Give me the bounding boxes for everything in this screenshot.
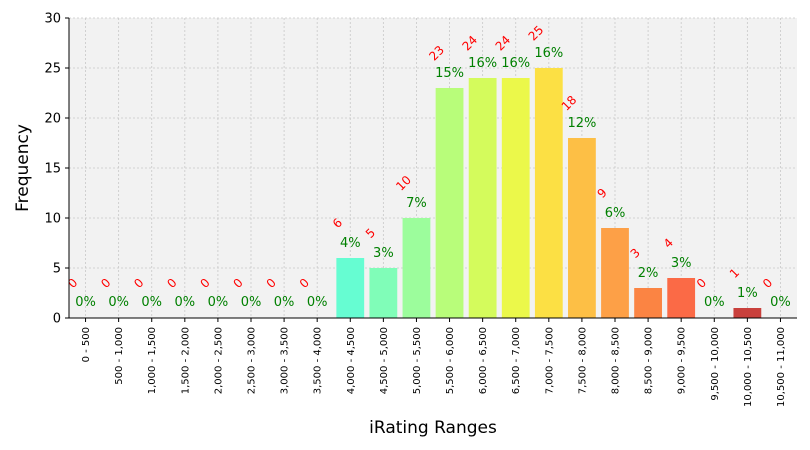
bar-percent-label: 0%	[108, 295, 129, 310]
bar	[435, 88, 464, 318]
bar-percent-label: 0%	[75, 295, 96, 310]
y-tick-label: 10	[44, 212, 61, 227]
x-tick-label: 5,500 - 6,000	[445, 327, 456, 394]
x-tick-label: 7,000 - 7,500	[544, 327, 555, 394]
y-axis-ticks: 0 5 10 15 20 25 30	[44, 12, 69, 327]
y-tick-label: 20	[44, 112, 61, 127]
bar-percent-label: 0%	[241, 295, 262, 310]
bar-percent-label: 0%	[704, 295, 725, 310]
bar	[534, 68, 563, 318]
x-tick-label: 9,500 - 10,000	[710, 327, 721, 401]
x-tick-label: 2,500 - 3,000	[247, 327, 258, 394]
bar-percent-label: 4%	[340, 236, 361, 251]
bar-percent-label: 7%	[406, 196, 427, 211]
bar-percent-label: 0%	[274, 295, 295, 310]
x-tick-label: 10,000 - 10,500	[743, 327, 754, 407]
x-tick-label: 9,000 - 9,500	[677, 327, 688, 394]
x-tick-label: 2,000 - 2,500	[213, 327, 224, 394]
bar-percent-label: 3%	[373, 246, 394, 261]
bar-percent-label: 0%	[175, 295, 196, 310]
x-tick-label: 6,000 - 6,500	[478, 327, 489, 394]
x-axis-title: iRating Ranges	[369, 418, 497, 438]
x-tick-label: 3,500 - 4,000	[313, 327, 324, 394]
bar	[369, 268, 398, 318]
bar-percent-label: 0%	[770, 295, 791, 310]
bar	[733, 308, 762, 318]
bar-percent-label: 1%	[737, 286, 758, 301]
x-tick-label: 10,500 - 11,000	[776, 327, 787, 407]
y-tick-label: 5	[53, 262, 61, 277]
x-tick-label: 0 - 500	[81, 327, 92, 362]
bar	[336, 258, 365, 318]
x-axis-ticks: 0 - 500 500 - 1,000 1,000 - 1,500 1,500 - 2…	[81, 318, 787, 407]
bar	[402, 218, 431, 318]
bar	[601, 228, 629, 318]
x-tick-label: 4,000 - 4,500	[346, 327, 357, 394]
x-tick-label: 8,000 - 8,500	[611, 327, 622, 394]
bar-percent-label: 16%	[468, 56, 497, 71]
bar-percent-label: 16%	[534, 46, 563, 61]
bar	[634, 288, 662, 318]
bar	[468, 78, 497, 318]
bar	[667, 278, 696, 318]
y-tick-label: 25	[44, 62, 61, 77]
x-tick-label: 500 - 1,000	[114, 327, 125, 385]
y-tick-label: 0	[53, 312, 61, 327]
bar-percent-label: 6%	[605, 206, 626, 221]
bar-percent-label: 15%	[435, 66, 464, 81]
x-tick-label: 1,500 - 2,000	[180, 327, 191, 394]
bar	[501, 78, 530, 318]
bar-percent-label: 0%	[208, 295, 229, 310]
y-tick-label: 30	[44, 12, 61, 27]
bar	[568, 138, 596, 318]
bars	[336, 68, 762, 318]
x-tick-label: 8,500 - 9,000	[644, 327, 655, 394]
x-tick-label: 6,500 - 7,000	[511, 327, 522, 394]
bar-percent-label: 0%	[307, 295, 328, 310]
bar-percent-label: 3%	[671, 256, 692, 271]
y-tick-label: 15	[44, 162, 61, 177]
x-tick-label: 4,500 - 5,000	[379, 327, 390, 394]
bar-labels: 00%00%00%00%00%00%00%00%64%53%107%2315%2…	[65, 23, 791, 310]
x-tick-label: 7,500 - 8,000	[577, 327, 588, 394]
bar-percent-label: 12%	[567, 116, 596, 131]
x-tick-label: 5,000 - 5,500	[412, 327, 423, 394]
x-tick-label: 3,000 - 3,500	[280, 327, 291, 394]
bar-percent-label: 16%	[501, 56, 530, 71]
y-axis-title: Frequency	[13, 124, 33, 212]
bar-percent-label: 2%	[638, 266, 659, 281]
bar-percent-label: 0%	[141, 295, 162, 310]
x-tick-label: 1,000 - 1,500	[147, 327, 158, 394]
